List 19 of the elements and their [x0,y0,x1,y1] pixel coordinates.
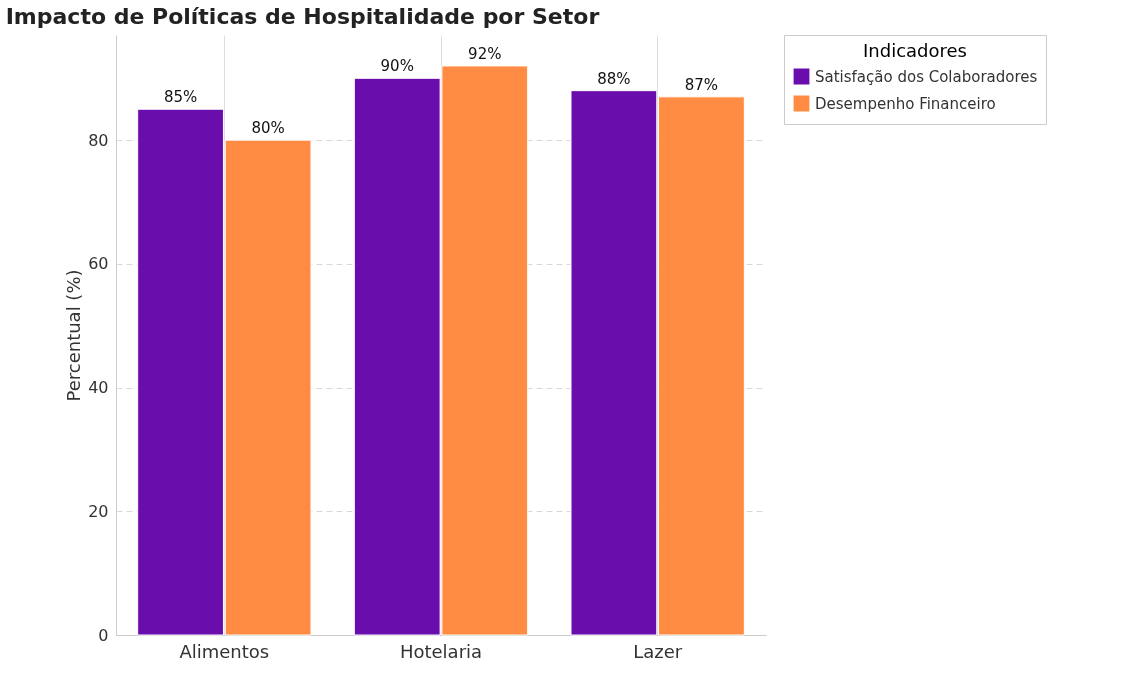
data-label: 80% [251,119,285,138]
chart-title: Impacto de Políticas de Hospitalidade por Setor [5,3,600,29]
y-axis-title: Percentual (%) [63,269,85,402]
legend-label: Desempenho Financeiro [815,94,996,113]
x-tick-label: Hotelaria [399,640,483,662]
y-tick-label: 20 [88,501,109,521]
y-tick-label: 80 [88,130,109,150]
legend-label: Satisfação dos Colaboradores [815,67,1038,86]
x-tick-label: Alimentos [179,640,270,662]
legend-title: Indicadores [863,40,967,61]
data-label: 90% [380,57,414,76]
y-tick-label: 40 [88,378,109,398]
data-label: 92% [468,44,502,63]
y-tick-label: 60 [88,254,109,274]
data-label: 85% [163,88,198,107]
x-tick-label: Lazer [633,640,683,662]
data-label: 87% [684,75,719,94]
y-tick-label: 0 [98,625,109,645]
data-label: 88% [597,69,631,88]
